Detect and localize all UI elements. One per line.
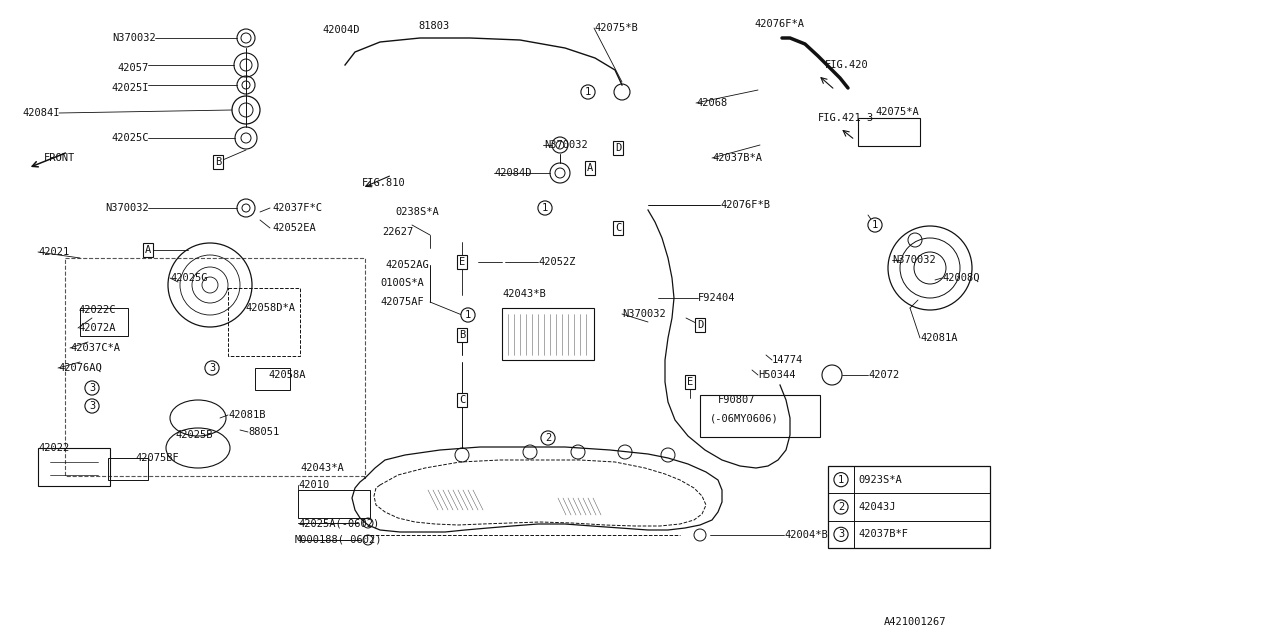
Text: FIG.421-3: FIG.421-3 xyxy=(818,113,874,123)
Text: 42021: 42021 xyxy=(38,247,69,257)
Text: 1: 1 xyxy=(465,310,471,320)
Text: 42075AF: 42075AF xyxy=(380,297,424,307)
Text: 42052AG: 42052AG xyxy=(385,260,429,270)
Bar xyxy=(828,466,989,548)
Bar xyxy=(79,308,128,336)
Text: 22627: 22627 xyxy=(381,227,413,237)
Text: 81803: 81803 xyxy=(419,21,449,31)
Text: E: E xyxy=(687,377,694,387)
Text: E: E xyxy=(458,257,465,267)
Text: B: B xyxy=(215,157,221,167)
Bar xyxy=(38,448,110,486)
Text: 42058D*A: 42058D*A xyxy=(244,303,294,313)
Text: 0238S*A: 0238S*A xyxy=(396,207,439,217)
Text: 42052EA: 42052EA xyxy=(273,223,316,233)
Text: 42081B: 42081B xyxy=(228,410,265,420)
Text: 42081A: 42081A xyxy=(920,333,957,343)
Text: F90807: F90807 xyxy=(718,395,755,405)
Text: D: D xyxy=(614,143,621,153)
Bar xyxy=(255,368,291,390)
Text: 42004*B: 42004*B xyxy=(783,530,828,540)
Text: FRONT: FRONT xyxy=(44,153,76,163)
Text: 1: 1 xyxy=(541,203,548,213)
Text: 42037B*A: 42037B*A xyxy=(712,153,762,163)
Text: D: D xyxy=(696,320,703,330)
Text: FIG.420: FIG.420 xyxy=(826,60,869,70)
Text: N370032: N370032 xyxy=(892,255,936,265)
Text: N370032: N370032 xyxy=(105,203,148,213)
Text: 42022: 42022 xyxy=(38,443,69,453)
Text: 42076F*B: 42076F*B xyxy=(719,200,771,210)
Text: 3: 3 xyxy=(209,363,215,373)
Text: A: A xyxy=(145,245,151,255)
Text: (-06MY0606): (-06MY0606) xyxy=(710,413,778,423)
Bar xyxy=(228,288,300,356)
Text: 42076AQ: 42076AQ xyxy=(58,363,101,373)
Text: 42084I: 42084I xyxy=(23,108,60,118)
Bar xyxy=(298,490,370,518)
Bar xyxy=(502,308,594,360)
Text: N370032: N370032 xyxy=(544,140,588,150)
Text: 3: 3 xyxy=(88,401,95,411)
Text: 1: 1 xyxy=(872,220,878,230)
Bar xyxy=(108,458,148,480)
Text: 42072A: 42072A xyxy=(78,323,115,333)
Text: 42025G: 42025G xyxy=(170,273,207,283)
Text: H50344: H50344 xyxy=(758,370,795,380)
Text: 0923S*A: 0923S*A xyxy=(858,475,901,484)
Text: 2: 2 xyxy=(838,502,844,512)
Text: 42072: 42072 xyxy=(868,370,900,380)
Text: C: C xyxy=(458,395,465,405)
Text: A421001267: A421001267 xyxy=(884,617,946,627)
Text: 1: 1 xyxy=(838,475,844,484)
Text: 88051: 88051 xyxy=(248,427,279,437)
Text: 42010: 42010 xyxy=(298,480,329,490)
Text: N370032: N370032 xyxy=(113,33,156,43)
Text: B: B xyxy=(458,330,465,340)
Text: 42025C: 42025C xyxy=(111,133,148,143)
Text: 42043*B: 42043*B xyxy=(502,289,545,299)
Bar xyxy=(65,258,365,476)
Text: 42037F*C: 42037F*C xyxy=(273,203,323,213)
Text: 42076F*A: 42076F*A xyxy=(754,19,804,29)
Text: FIG.810: FIG.810 xyxy=(362,178,406,188)
Text: 1: 1 xyxy=(585,87,591,97)
Text: C: C xyxy=(614,223,621,233)
Text: 42075*B: 42075*B xyxy=(594,23,637,33)
Text: 42022C: 42022C xyxy=(78,305,115,315)
Text: 42057: 42057 xyxy=(118,63,148,73)
Text: 42052Z: 42052Z xyxy=(538,257,576,267)
Text: 42043J: 42043J xyxy=(858,502,896,512)
Text: 0100S*A: 0100S*A xyxy=(380,278,424,288)
Bar xyxy=(858,118,920,146)
Text: 42068: 42068 xyxy=(696,98,727,108)
Text: 42084D: 42084D xyxy=(494,168,531,178)
Bar xyxy=(700,395,820,437)
Text: 42043*A: 42043*A xyxy=(300,463,344,473)
Text: 42008Q: 42008Q xyxy=(942,273,979,283)
Text: 42075*A: 42075*A xyxy=(876,107,919,117)
Text: 14774: 14774 xyxy=(772,355,804,365)
Text: A: A xyxy=(586,163,593,173)
Text: 42037C*A: 42037C*A xyxy=(70,343,120,353)
Text: 42004D: 42004D xyxy=(323,25,360,35)
Text: 3: 3 xyxy=(88,383,95,393)
Text: M000188(-0602): M000188(-0602) xyxy=(294,535,383,545)
Text: F92404: F92404 xyxy=(698,293,736,303)
Text: 42075BF: 42075BF xyxy=(134,453,179,463)
Text: 42058A: 42058A xyxy=(268,370,306,380)
Text: 42025I: 42025I xyxy=(111,83,148,93)
Text: 3: 3 xyxy=(838,529,844,540)
Text: 2: 2 xyxy=(545,433,552,443)
Text: 42025A(-0602): 42025A(-0602) xyxy=(298,518,379,528)
Text: 42037B*F: 42037B*F xyxy=(858,529,908,540)
Text: N370032: N370032 xyxy=(622,309,666,319)
Text: 42025B: 42025B xyxy=(175,430,212,440)
